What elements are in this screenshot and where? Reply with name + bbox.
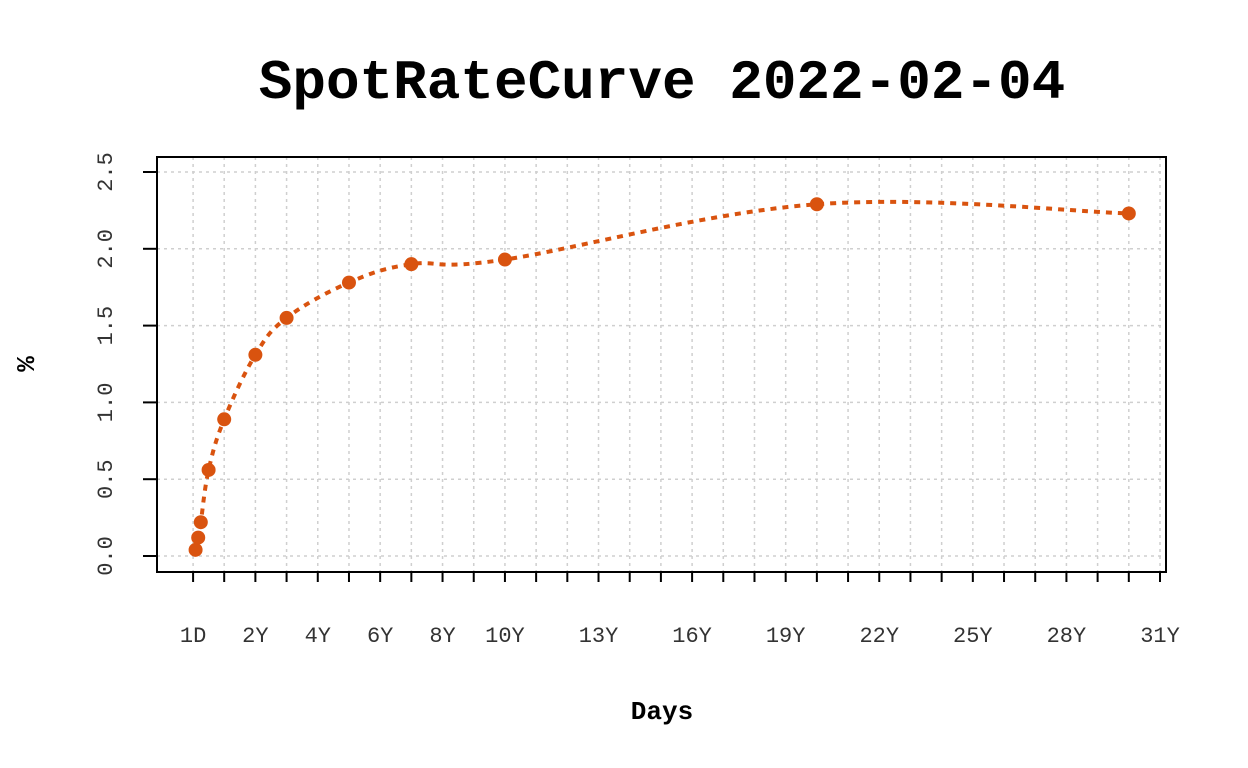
data-point (188, 542, 203, 557)
data-points (188, 197, 1136, 557)
x-tick-label: 2Y (242, 624, 268, 649)
x-tick-label: 8Y (429, 624, 455, 649)
series-line (193, 199, 1129, 551)
y-tick-label: 1.5 (94, 306, 119, 346)
data-point (279, 310, 294, 325)
x-tick-label: 10Y (485, 624, 525, 649)
chart-title: SpotRateCurve 2022-02-04 (259, 51, 1066, 115)
y-tick-label: 2.5 (94, 152, 119, 192)
data-point (217, 412, 232, 427)
data-point (341, 275, 356, 290)
x-tick-label: 31Y (1140, 624, 1180, 649)
x-axis-title: Days (631, 697, 693, 727)
x-tick-label: 25Y (953, 624, 993, 649)
y-axis-title: % (12, 356, 42, 372)
data-point (404, 257, 419, 272)
series-curve (193, 199, 1129, 551)
y-tick-label: 0.0 (94, 536, 119, 576)
x-tick-label: 16Y (672, 624, 712, 649)
x-tick-label: 28Y (1047, 624, 1087, 649)
x-tick-label: 1D (180, 624, 206, 649)
axis-ticks: 1D 2Y 4Y 6Y 8Y 10Y 13Y 16Y 19Y 22Y 25Y 28Y 31Y 0.0 0.5… (94, 152, 1180, 649)
data-point (1121, 206, 1136, 221)
y-tick-label: 0.5 (94, 459, 119, 499)
x-tick-label: 22Y (859, 624, 899, 649)
x-tick-label: 6Y (367, 624, 393, 649)
y-tick-label: 1.0 (94, 383, 119, 423)
data-point (809, 197, 824, 212)
data-point (193, 515, 208, 530)
data-point (248, 347, 263, 362)
x-tick-label: 19Y (766, 624, 806, 649)
data-point (191, 530, 206, 545)
y-tick-label: 2.0 (94, 229, 119, 269)
x-tick-label: 13Y (579, 624, 619, 649)
grid-lines (157, 157, 1166, 572)
data-point (497, 252, 512, 267)
x-tick-label: 4Y (305, 624, 331, 649)
data-point (201, 462, 216, 477)
plot-frame (156, 156, 1167, 573)
